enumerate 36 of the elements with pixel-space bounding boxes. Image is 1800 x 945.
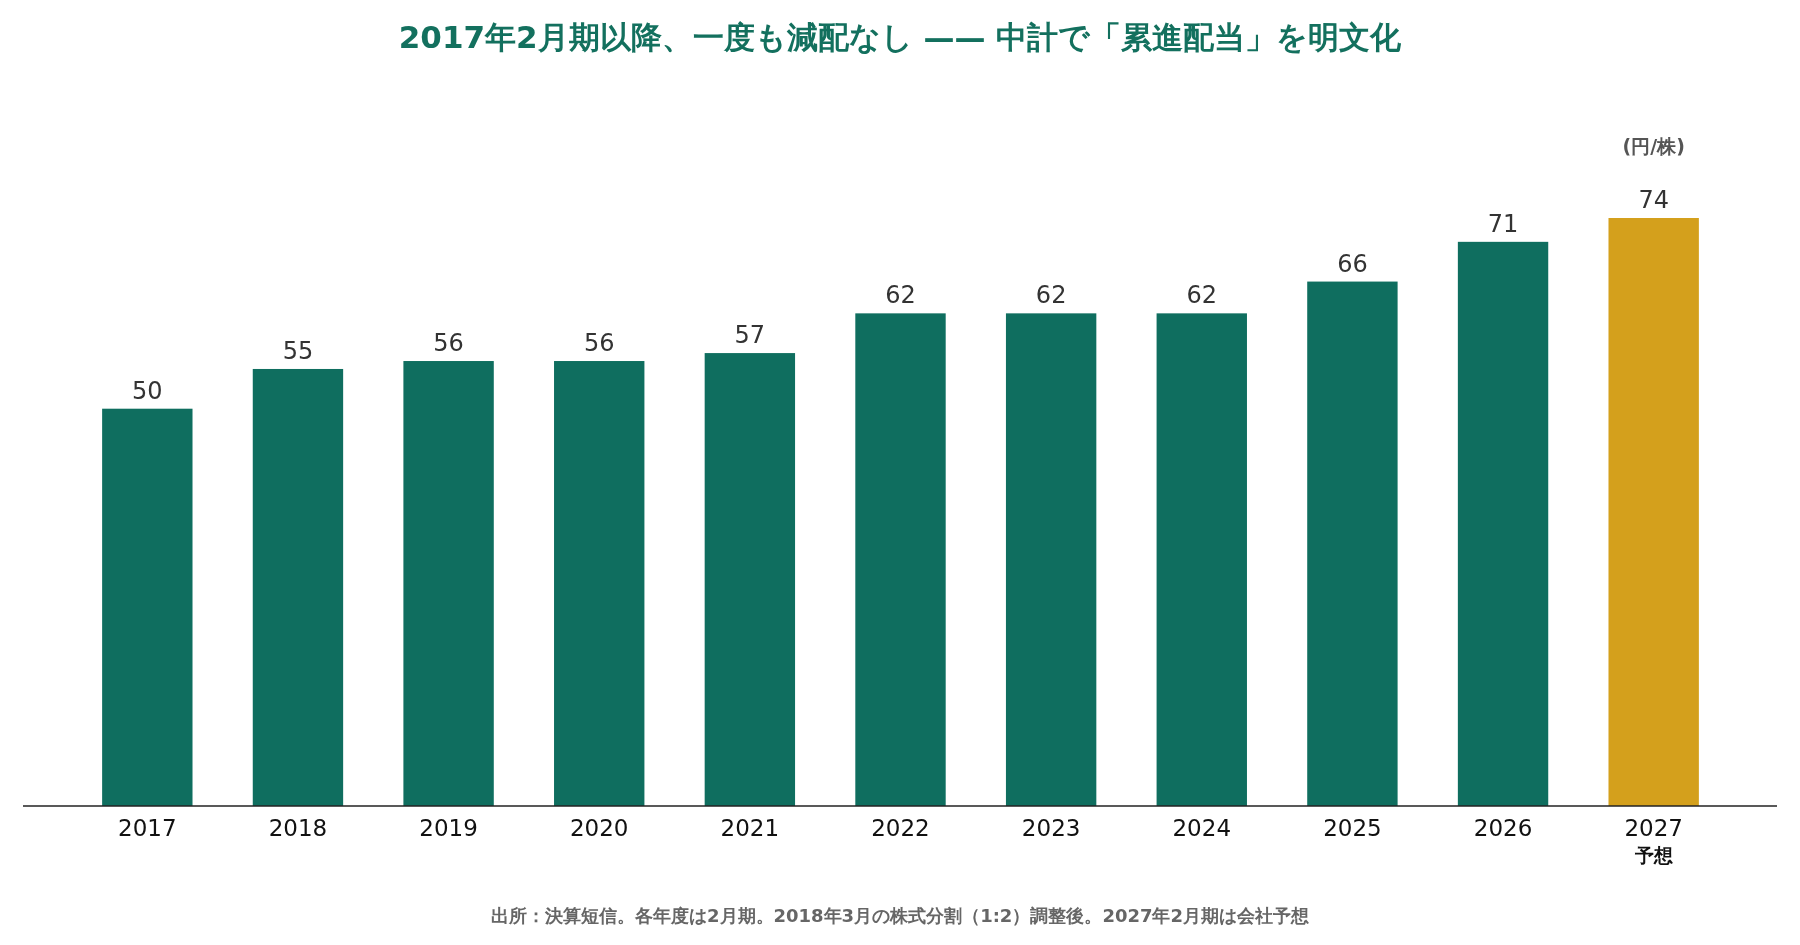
- bar: [102, 408, 193, 806]
- bar: [554, 361, 645, 806]
- x-tick-label: 2024: [1172, 815, 1232, 841]
- x-tick-label: 2022: [871, 815, 930, 841]
- data-label: 62: [1186, 281, 1218, 310]
- x-tick-label: 2023: [1021, 815, 1081, 841]
- bar: [1156, 313, 1247, 806]
- data-label: 62: [1035, 281, 1067, 310]
- bar: [855, 313, 946, 806]
- data-label: 50: [132, 376, 163, 405]
- data-label: 57: [734, 321, 766, 350]
- x-tick-label: 2018: [268, 815, 328, 841]
- x-tick-label: 2026: [1473, 815, 1533, 841]
- y-axis-title: (円/株): [1622, 135, 1685, 157]
- x-tick-label: 2021: [720, 815, 780, 841]
- x-tick-label: 2019: [419, 815, 478, 841]
- bar: [704, 353, 796, 806]
- data-label: 74: [1638, 186, 1669, 214]
- bar: [1457, 241, 1549, 806]
- bar: [252, 368, 344, 806]
- data-label: 55: [282, 336, 314, 365]
- x-tick-label: 2025: [1323, 815, 1382, 841]
- data-label: 66: [1337, 249, 1368, 278]
- data-label: 71: [1487, 209, 1519, 238]
- text: 出所：決算短信。各年度は2月期。2018年3月の株式分割（1:2）調整後。2027年2月期は会社予想: [490, 905, 1310, 926]
- chart-title: 2017年2月期以降、一度も減配なし —— 中計で「累進配当」を明文化: [398, 19, 1403, 55]
- data-label: 62: [885, 281, 916, 310]
- bar: [1307, 281, 1398, 806]
- bar: [1005, 313, 1097, 806]
- data-label: 56: [583, 329, 615, 358]
- data-label: 56: [433, 329, 464, 358]
- bar: [403, 361, 494, 806]
- x-tick-label: 2027 予想: [1624, 815, 1683, 866]
- x-tick-label: 2020: [569, 815, 629, 841]
- bar: [1608, 218, 1699, 806]
- x-tick-label: 2017: [118, 815, 177, 841]
